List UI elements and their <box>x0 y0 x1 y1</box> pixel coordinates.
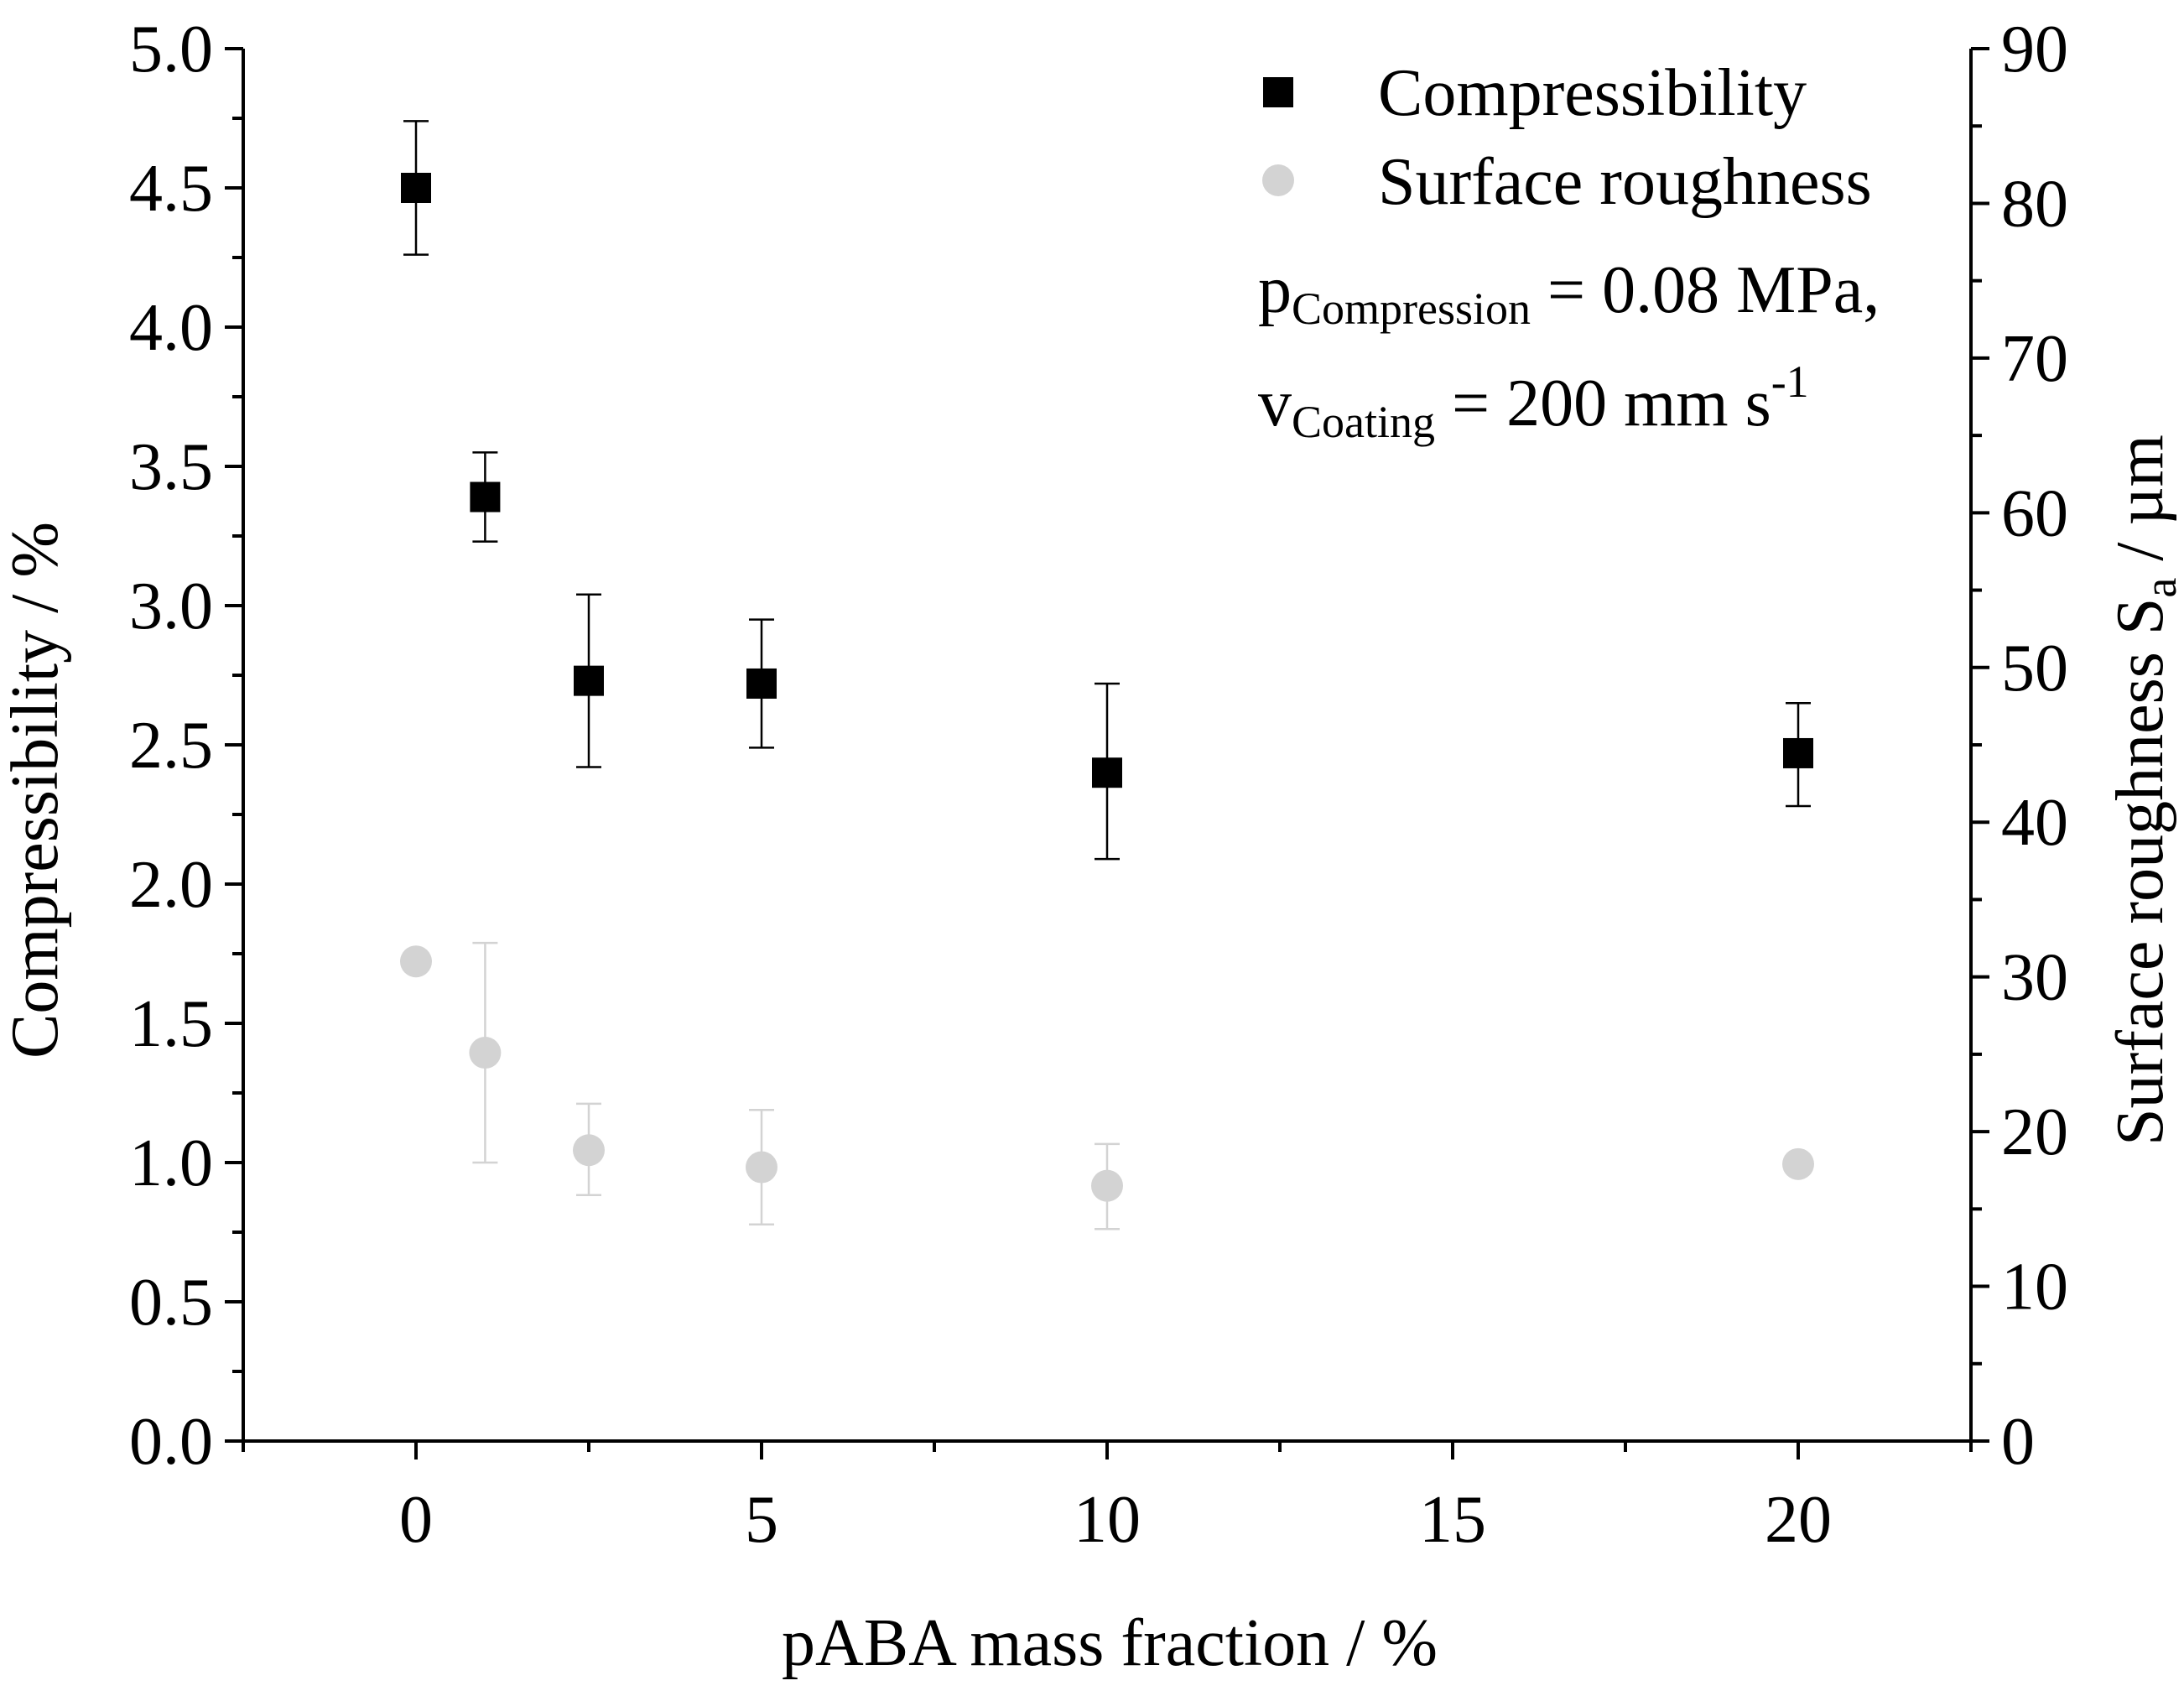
y-left-tick-label: 4.5 <box>129 152 213 226</box>
legend-label-compressibility: Compressibility <box>1378 56 1807 130</box>
x-tick-label: 15 <box>1419 1483 1486 1557</box>
x-tick-label: 0 <box>399 1483 433 1557</box>
y-left-tick-label: 3.0 <box>129 570 213 643</box>
data-point-compressibility <box>1092 757 1122 788</box>
y-axis-right-title: Surface roughness Sa / µm <box>2103 434 2184 1146</box>
data-layer <box>400 120 1814 1231</box>
y-right-tick-label: 40 <box>2001 786 2068 860</box>
annotation-compression-value: = 0.08 MPa, <box>1531 253 1880 327</box>
y-right-tick-label: 90 <box>2001 13 2068 86</box>
data-point-compressibility <box>746 668 777 699</box>
data-point-surface-roughness <box>573 1134 605 1167</box>
y-left-tick-label: 3.5 <box>129 430 213 504</box>
y-right-tick-label: 0 <box>2001 1405 2035 1479</box>
annotation-coating-speed: vCoating = 200 mm s-1 <box>1258 356 1809 447</box>
annotation-coating-symbol: v <box>1258 367 1292 440</box>
annotation-coating-superscript: -1 <box>1771 356 1809 407</box>
series-compressibility <box>401 120 1813 861</box>
y-right-tick-label: 30 <box>2001 941 2068 1015</box>
y-left-tick-label: 1.5 <box>129 987 213 1061</box>
y-left-tick-label: 2.5 <box>129 709 213 783</box>
data-point-surface-roughness <box>400 945 432 978</box>
axes: 0 5 10 15 20 0.0 0.5 1.0 1.5 2.0 2.5 3.0 3.5 4.0 4.5 5.… <box>129 13 2068 1557</box>
y-left-tick-label: 1.0 <box>129 1126 213 1200</box>
y-right-tick-label: 10 <box>2001 1251 2068 1324</box>
y-left-tick-label: 4.0 <box>129 291 213 365</box>
series-surface-roughness <box>400 941 1814 1231</box>
data-point-compressibility <box>574 665 604 696</box>
x-axis-title: pABA mass fraction / % <box>782 1606 1438 1680</box>
data-point-surface-roughness <box>1782 1147 1814 1180</box>
annotation-compression-symbol: p <box>1258 253 1292 327</box>
x-tick-label: 5 <box>745 1483 778 1557</box>
annotation-coating-subscript: Coating <box>1292 397 1435 447</box>
y-right-tick-label: 80 <box>2001 167 2068 241</box>
y-left-tick-label: 2.0 <box>129 848 213 922</box>
annotation-block: pCompression = 0.08 MPa, vCoating = 200 … <box>1258 253 1880 447</box>
y-right-tick-label: 70 <box>2001 322 2068 396</box>
annotation-compression-pressure: pCompression = 0.08 MPa, <box>1258 253 1880 334</box>
legend-label-surface-roughness: Surface roughness <box>1378 145 1872 219</box>
x-tick-label: 20 <box>1765 1483 1832 1557</box>
y-axis-left-title: Compressibility / % <box>0 522 72 1059</box>
annotation-compression-subscript: Compression <box>1292 284 1531 334</box>
data-point-surface-roughness <box>746 1151 777 1184</box>
y-axis-right-title-main: Surface roughness S <box>2103 598 2177 1146</box>
y-right-tick-label: 20 <box>2001 1095 2068 1169</box>
data-point-surface-roughness <box>1091 1169 1123 1202</box>
y-right-tick-label: 50 <box>2001 632 2068 705</box>
x-tick-label: 10 <box>1074 1483 1141 1557</box>
y-left-tick-label: 0.0 <box>129 1405 213 1479</box>
legend-marker-surface-roughness <box>1262 164 1294 196</box>
y-axis-right-title-subscript: a <box>2135 578 2184 598</box>
y-axis-right-title-unit: / µm <box>2103 434 2177 578</box>
data-point-surface-roughness <box>469 1037 502 1069</box>
legend: Compressibility Surface roughness <box>1262 56 1872 219</box>
y-left-tick-label: 0.5 <box>129 1266 213 1340</box>
data-point-compressibility <box>1783 737 1813 768</box>
annotation-coating-value: = 200 mm s <box>1435 367 1771 440</box>
y-right-tick-label: 60 <box>2001 476 2068 550</box>
legend-marker-compressibility <box>1263 77 1293 107</box>
y-left-tick-label: 5.0 <box>129 13 213 86</box>
data-point-compressibility <box>470 481 501 513</box>
data-point-compressibility <box>401 173 431 203</box>
